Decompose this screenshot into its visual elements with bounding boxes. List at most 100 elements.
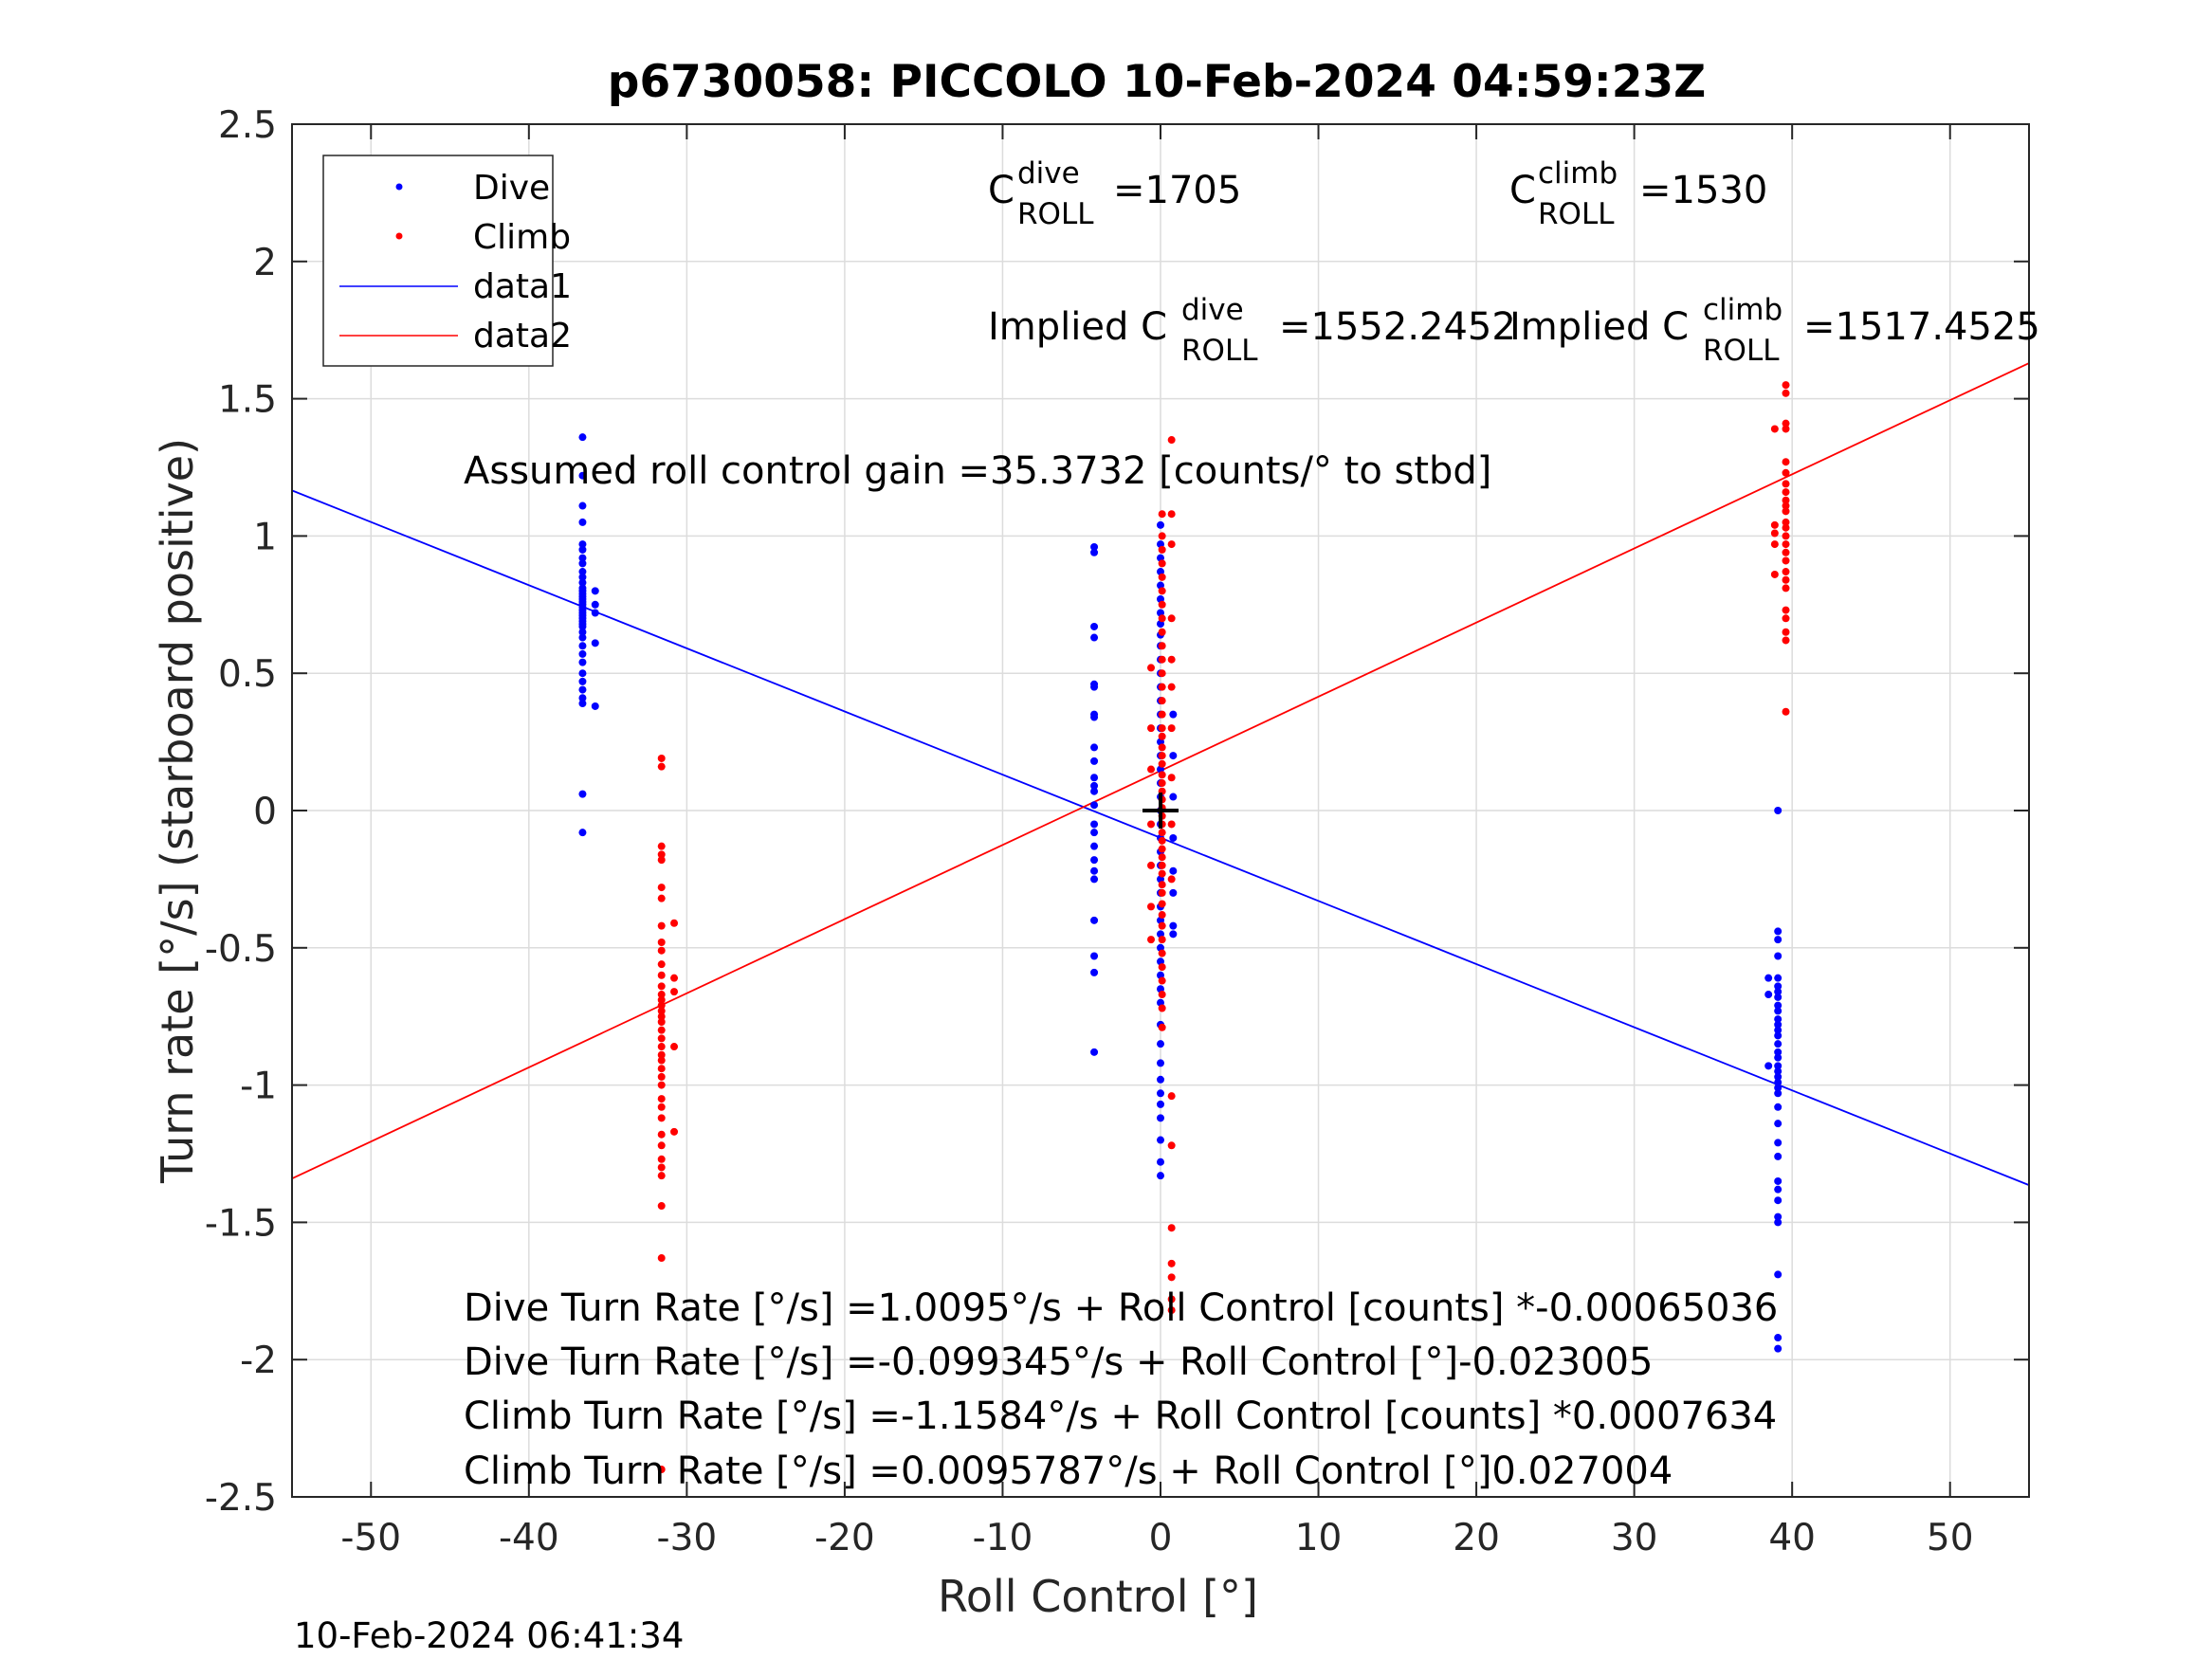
climb-point (657, 884, 666, 892)
dive-point (1090, 542, 1099, 551)
climb-point (1158, 1004, 1166, 1012)
fit-equation-2: Dive Turn Rate [°/s] =-0.099345°/s + Rol… (464, 1340, 1653, 1384)
dive-point (578, 471, 587, 480)
c-climb-annotation: C climb ROLL =1530 (1509, 156, 1767, 231)
c-climb-superscript: climb (1538, 156, 1618, 191)
dive-point (1774, 1120, 1782, 1128)
climb-point (1167, 1273, 1176, 1282)
climb-point (1158, 911, 1166, 920)
dive-point (1774, 1015, 1782, 1024)
dive-point (1774, 1067, 1782, 1076)
climb-point (1770, 529, 1779, 538)
dive-point (578, 633, 587, 642)
dive-point (578, 559, 587, 568)
dive-point (1169, 793, 1178, 801)
c-dive-subscript: ROLL (1017, 197, 1094, 231)
x-axis-label: Roll Control [°] (938, 1571, 1258, 1622)
c-climb-subscript: ROLL (1538, 197, 1615, 231)
x-tick-label: 40 (1768, 1517, 1816, 1559)
dive-point (1169, 921, 1178, 930)
legend-climb-label: Climb (473, 218, 571, 257)
climb-point (1158, 869, 1166, 878)
dive-point (1157, 1136, 1164, 1144)
dive-point (578, 545, 587, 554)
y-tick-label: 0 (253, 791, 277, 833)
climb-point (1158, 628, 1166, 636)
climb-point (1782, 636, 1790, 645)
dive-point (1774, 993, 1782, 1001)
climb-point (657, 939, 666, 947)
x-tick-label: 0 (1149, 1517, 1173, 1559)
climb-point (1782, 568, 1790, 576)
climb-point (1158, 759, 1166, 768)
climb-point (657, 960, 666, 969)
climb-point (1147, 936, 1156, 944)
dive-point (1157, 1040, 1164, 1048)
dive-point (1090, 781, 1099, 790)
y-tick-label: 2 (253, 242, 277, 284)
dive-point (1157, 1059, 1164, 1067)
climb-point (1770, 425, 1779, 433)
climb-point (1167, 1224, 1176, 1232)
dive-point (1774, 1185, 1782, 1194)
climb-point (1770, 540, 1779, 549)
climb-point (1167, 1092, 1176, 1101)
x-tick-label: -20 (814, 1517, 875, 1559)
climb-point (657, 1034, 666, 1043)
climb-point (1167, 820, 1176, 829)
climb-point (1158, 683, 1166, 691)
climb-point (1158, 573, 1166, 581)
climb-point (1158, 900, 1166, 908)
climb-point (657, 1155, 666, 1163)
climb-point (1158, 1023, 1166, 1031)
dive-point (1090, 633, 1099, 642)
climb-point (1782, 507, 1790, 516)
roll-gain-annotation: Assumed roll control gain =35.3732 [coun… (464, 449, 1491, 493)
climb-point (1167, 683, 1176, 691)
dive-point (1774, 1270, 1782, 1279)
dive-point (591, 600, 599, 609)
climb-point (1782, 381, 1790, 390)
climb-point (1158, 559, 1166, 568)
climb-point (1158, 697, 1166, 705)
climb-point (1782, 496, 1790, 504)
climb-point (1158, 532, 1166, 540)
dive-point (1090, 787, 1099, 795)
climb-point (657, 995, 666, 1004)
dive-point (1169, 866, 1178, 875)
dive-point (578, 622, 587, 630)
implied-dive-annotation: Implied C dive ROLL =1552.2452 (988, 293, 1516, 368)
climb-point (1158, 545, 1166, 554)
c-dive-value: =1705 (1113, 169, 1241, 212)
dive-point (1764, 1062, 1773, 1070)
y-tick-label: -1.5 (205, 1202, 277, 1245)
climb-point (1770, 520, 1779, 529)
y-tick-label: -1 (240, 1066, 277, 1108)
y-tick-label: 0.5 (218, 653, 277, 696)
x-tick-label: -30 (657, 1517, 718, 1559)
dive-point (1090, 916, 1099, 924)
climb-point (657, 1012, 666, 1021)
dive-point (1774, 1020, 1782, 1029)
dive-point (1774, 1176, 1782, 1185)
climb-point (657, 1202, 666, 1211)
dive-point (1774, 1072, 1782, 1081)
dive-point (578, 649, 587, 658)
climb-point (657, 971, 666, 979)
dive-point (578, 700, 587, 708)
climb-point (657, 762, 666, 771)
climb-point (1158, 600, 1166, 609)
climb-point (657, 946, 666, 955)
legend-data1-label: data1 (473, 267, 572, 306)
dive-point (578, 685, 587, 694)
dive-point (1090, 820, 1099, 829)
climb-point (1167, 875, 1176, 884)
climb-point (1147, 861, 1156, 869)
legend-dive-marker (395, 183, 403, 191)
climb-point (1782, 468, 1790, 477)
climb-point (1782, 606, 1790, 614)
climb-point (657, 1254, 666, 1263)
legend-box (322, 155, 554, 367)
climb-point (1782, 518, 1790, 526)
dive-point (1157, 1114, 1164, 1122)
